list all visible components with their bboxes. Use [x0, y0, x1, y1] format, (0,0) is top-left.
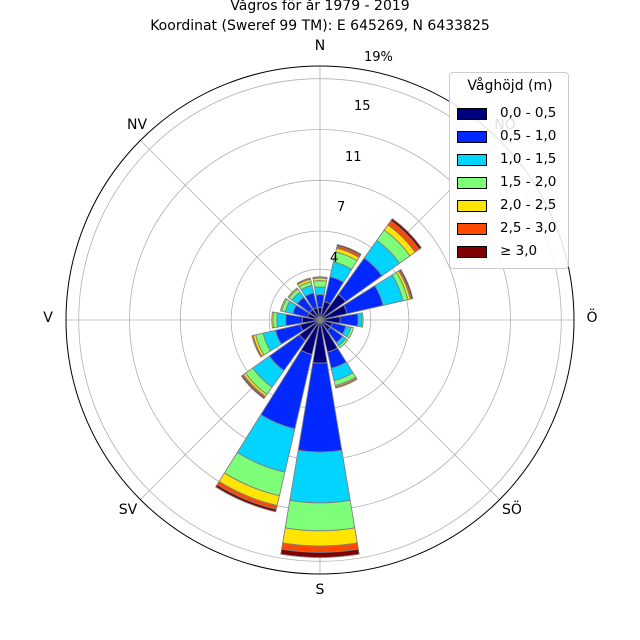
- direction-label-nv: NV: [126, 117, 148, 133]
- wave-rose-bar-segment: [279, 298, 288, 312]
- legend-swatch: [457, 131, 487, 143]
- grid-spoke: [319, 319, 500, 500]
- radial-tick-label: 19%: [364, 50, 393, 65]
- wave-rose-bar-segment: [346, 326, 354, 339]
- wave-rose-bar-segment: [334, 377, 358, 389]
- direction-label-n: N: [314, 38, 326, 54]
- wave-rose-bar-segment: [284, 499, 356, 532]
- legend: Våghöjd (m) 0,0 - 0,5 0,5 - 1,0 1,0 - 1,…: [449, 72, 569, 269]
- legend-label: 1,0 - 1,5: [500, 151, 557, 167]
- legend-item: 0,0 - 0,5: [457, 105, 569, 123]
- legend-item: ≥ 3,0: [457, 243, 569, 261]
- legend-label: 0,5 - 1,0: [500, 128, 557, 144]
- wave-rose-bar-segment: [399, 269, 414, 300]
- radial-tick-label: 15: [354, 99, 371, 114]
- chart-title: Vågros för år 1979 - 2019: [230, 0, 410, 14]
- wave-rose-bar-segment: [240, 374, 266, 400]
- wave-rose-bar-segment: [360, 312, 364, 328]
- legend-swatch: [457, 223, 487, 235]
- direction-label-so: SÖ: [502, 502, 522, 518]
- radial-tick-label: 4: [330, 251, 339, 266]
- legend-item: 1,5 - 2,0: [457, 174, 569, 192]
- legend-swatch: [457, 246, 487, 258]
- wave-rose-bar-segment: [314, 286, 326, 296]
- legend-swatch: [457, 177, 487, 189]
- radial-tick-label: 11: [345, 150, 362, 165]
- wave-rose-bar-segment: [271, 311, 275, 329]
- wave-rose-bar-segment: [312, 276, 328, 280]
- direction-label-o: Ö: [586, 310, 598, 326]
- legend-label: 0,0 - 0,5: [500, 105, 557, 121]
- legend-swatch: [457, 154, 487, 166]
- wave-rose-bar-segment: [336, 244, 362, 256]
- chart-subtitle: Koordinat (Sweref 99 TM): E 645269, N 64…: [150, 18, 490, 34]
- legend-label: 2,5 - 3,0: [500, 220, 557, 236]
- wave-rose-bar-segment: [339, 313, 359, 327]
- legend-item: 0,5 - 1,0: [457, 128, 569, 146]
- radial-tick-label: 7: [337, 200, 346, 215]
- wave-rose-bar-segment: [276, 312, 287, 328]
- legend-item: 2,0 - 2,5: [457, 197, 569, 215]
- wave-rose-bar-segment: [285, 313, 303, 327]
- legend-item: 1,0 - 1,5: [457, 151, 569, 169]
- wave-rose-bar-segment: [251, 334, 263, 358]
- legend-title: Våghöjd (m): [467, 78, 553, 94]
- legend-label: 2,0 - 2,5: [500, 197, 557, 213]
- wave-rose-bar-segment: [287, 287, 299, 299]
- wave-rose-bars: [215, 218, 422, 558]
- wave-rose-bar-segment: [390, 218, 422, 250]
- wave-rose-bar-segment: [313, 280, 327, 288]
- direction-label-s: S: [315, 582, 325, 598]
- legend-label: 1,5 - 2,0: [500, 174, 557, 190]
- legend-swatch: [457, 108, 487, 120]
- legend-item: 2,5 - 3,0: [457, 220, 569, 238]
- direction-label-v: V: [43, 310, 53, 326]
- wave-rose-bar-segment: [289, 449, 351, 504]
- polar-outer-circle: [65, 65, 575, 575]
- grid-spoke: [140, 140, 321, 321]
- direction-label-sv: SV: [118, 502, 138, 518]
- legend-swatch: [457, 200, 487, 212]
- wave-rose-bar-segment: [215, 484, 277, 513]
- legend-label: ≥ 3,0: [500, 243, 538, 259]
- wave-rose-bar-segment: [337, 337, 349, 349]
- wave-rose-bar-segment: [296, 277, 312, 285]
- wave-rose-bar-segment: [282, 527, 358, 547]
- wave-rose-bar-segment: [280, 548, 360, 558]
- polar-frame: [65, 65, 575, 575]
